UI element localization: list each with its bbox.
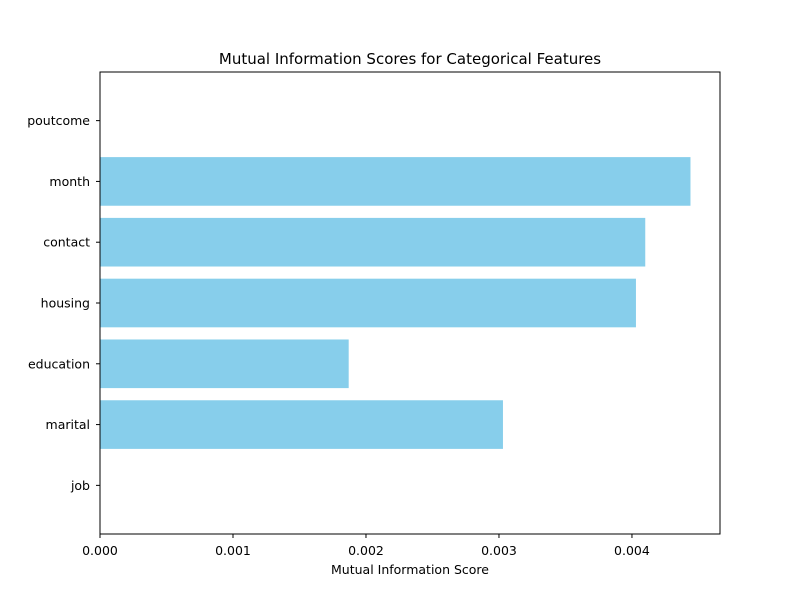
bar-marital	[100, 400, 503, 449]
chart-title: Mutual Information Scores for Categorica…	[219, 50, 601, 68]
y-tick-label-housing: housing	[41, 296, 90, 311]
bar-month	[100, 157, 691, 206]
x-axis-label: Mutual Information Score	[331, 562, 489, 577]
bars-group	[100, 157, 691, 449]
bar-contact	[100, 217, 646, 267]
y-tick-label-education: education	[28, 356, 90, 371]
y-tick-label-marital: marital	[46, 417, 90, 432]
x-tick-label: 0.000	[82, 543, 118, 558]
x-axis: 0.000 0.001 0.002 0.003 0.004	[82, 534, 650, 558]
y-tick-label-contact: contact	[43, 235, 90, 250]
y-tick-label-poutcome: poutcome	[27, 113, 90, 128]
x-tick-label: 0.001	[215, 543, 251, 558]
y-tick-label-job: job	[70, 478, 90, 493]
bar-housing	[100, 278, 636, 328]
x-tick-label: 0.004	[614, 543, 650, 558]
plot-frame	[99, 71, 721, 535]
y-tick-label-month: month	[49, 174, 90, 189]
y-axis: job marital education housing contact month po…	[27, 113, 100, 493]
bar-education	[100, 339, 349, 389]
x-tick-label: 0.003	[481, 543, 517, 558]
x-tick-label: 0.002	[348, 543, 384, 558]
